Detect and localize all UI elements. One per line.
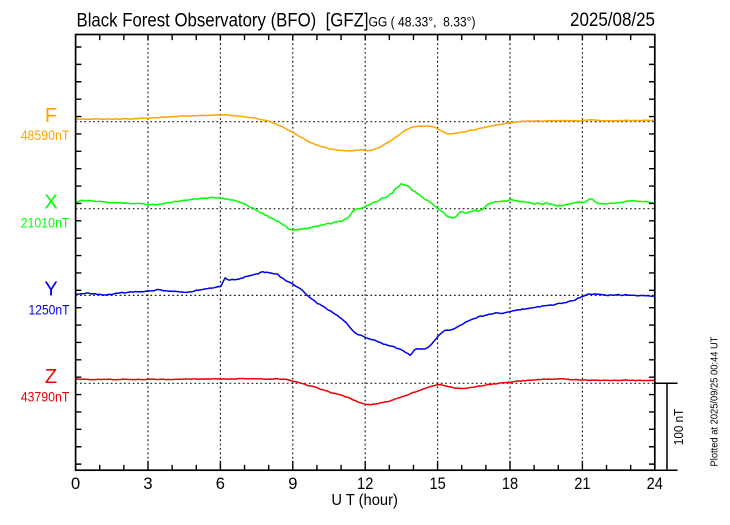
- svg-text:1250nT: 1250nT: [29, 301, 70, 317]
- svg-text:F: F: [45, 105, 57, 127]
- svg-text:48590nT: 48590nT: [21, 127, 70, 143]
- svg-text:0: 0: [71, 475, 80, 493]
- svg-text:24: 24: [647, 475, 663, 493]
- svg-text:15: 15: [429, 475, 445, 493]
- svg-text:18: 18: [502, 475, 518, 493]
- svg-text:9: 9: [288, 475, 297, 493]
- svg-text:3: 3: [143, 475, 152, 493]
- svg-text:Plotted at 2025/09/25 00:44 UT: Plotted at 2025/09/25 00:44 UT: [710, 337, 721, 467]
- svg-text:21010nT: 21010nT: [21, 214, 70, 230]
- svg-text:12: 12: [357, 475, 373, 493]
- svg-text:Y: Y: [44, 279, 57, 301]
- svg-text:21: 21: [574, 475, 590, 493]
- svg-text:2025/08/25: 2025/08/25: [570, 10, 655, 31]
- svg-text:6: 6: [216, 475, 225, 493]
- svg-text:U T (hour): U T (hour): [331, 492, 398, 509]
- svg-text:X: X: [44, 192, 57, 214]
- svg-text:43790nT: 43790nT: [21, 388, 70, 404]
- svg-text:Black Forest Observatory (BFO): Black Forest Observatory (BFO) [GFZ]: [77, 10, 369, 31]
- svg-text:Z: Z: [45, 366, 57, 388]
- svg-text:GG ( 48.33°, 8.33°): GG ( 48.33°, 8.33°): [369, 14, 476, 29]
- svg-text:100 nT: 100 nT: [671, 409, 686, 446]
